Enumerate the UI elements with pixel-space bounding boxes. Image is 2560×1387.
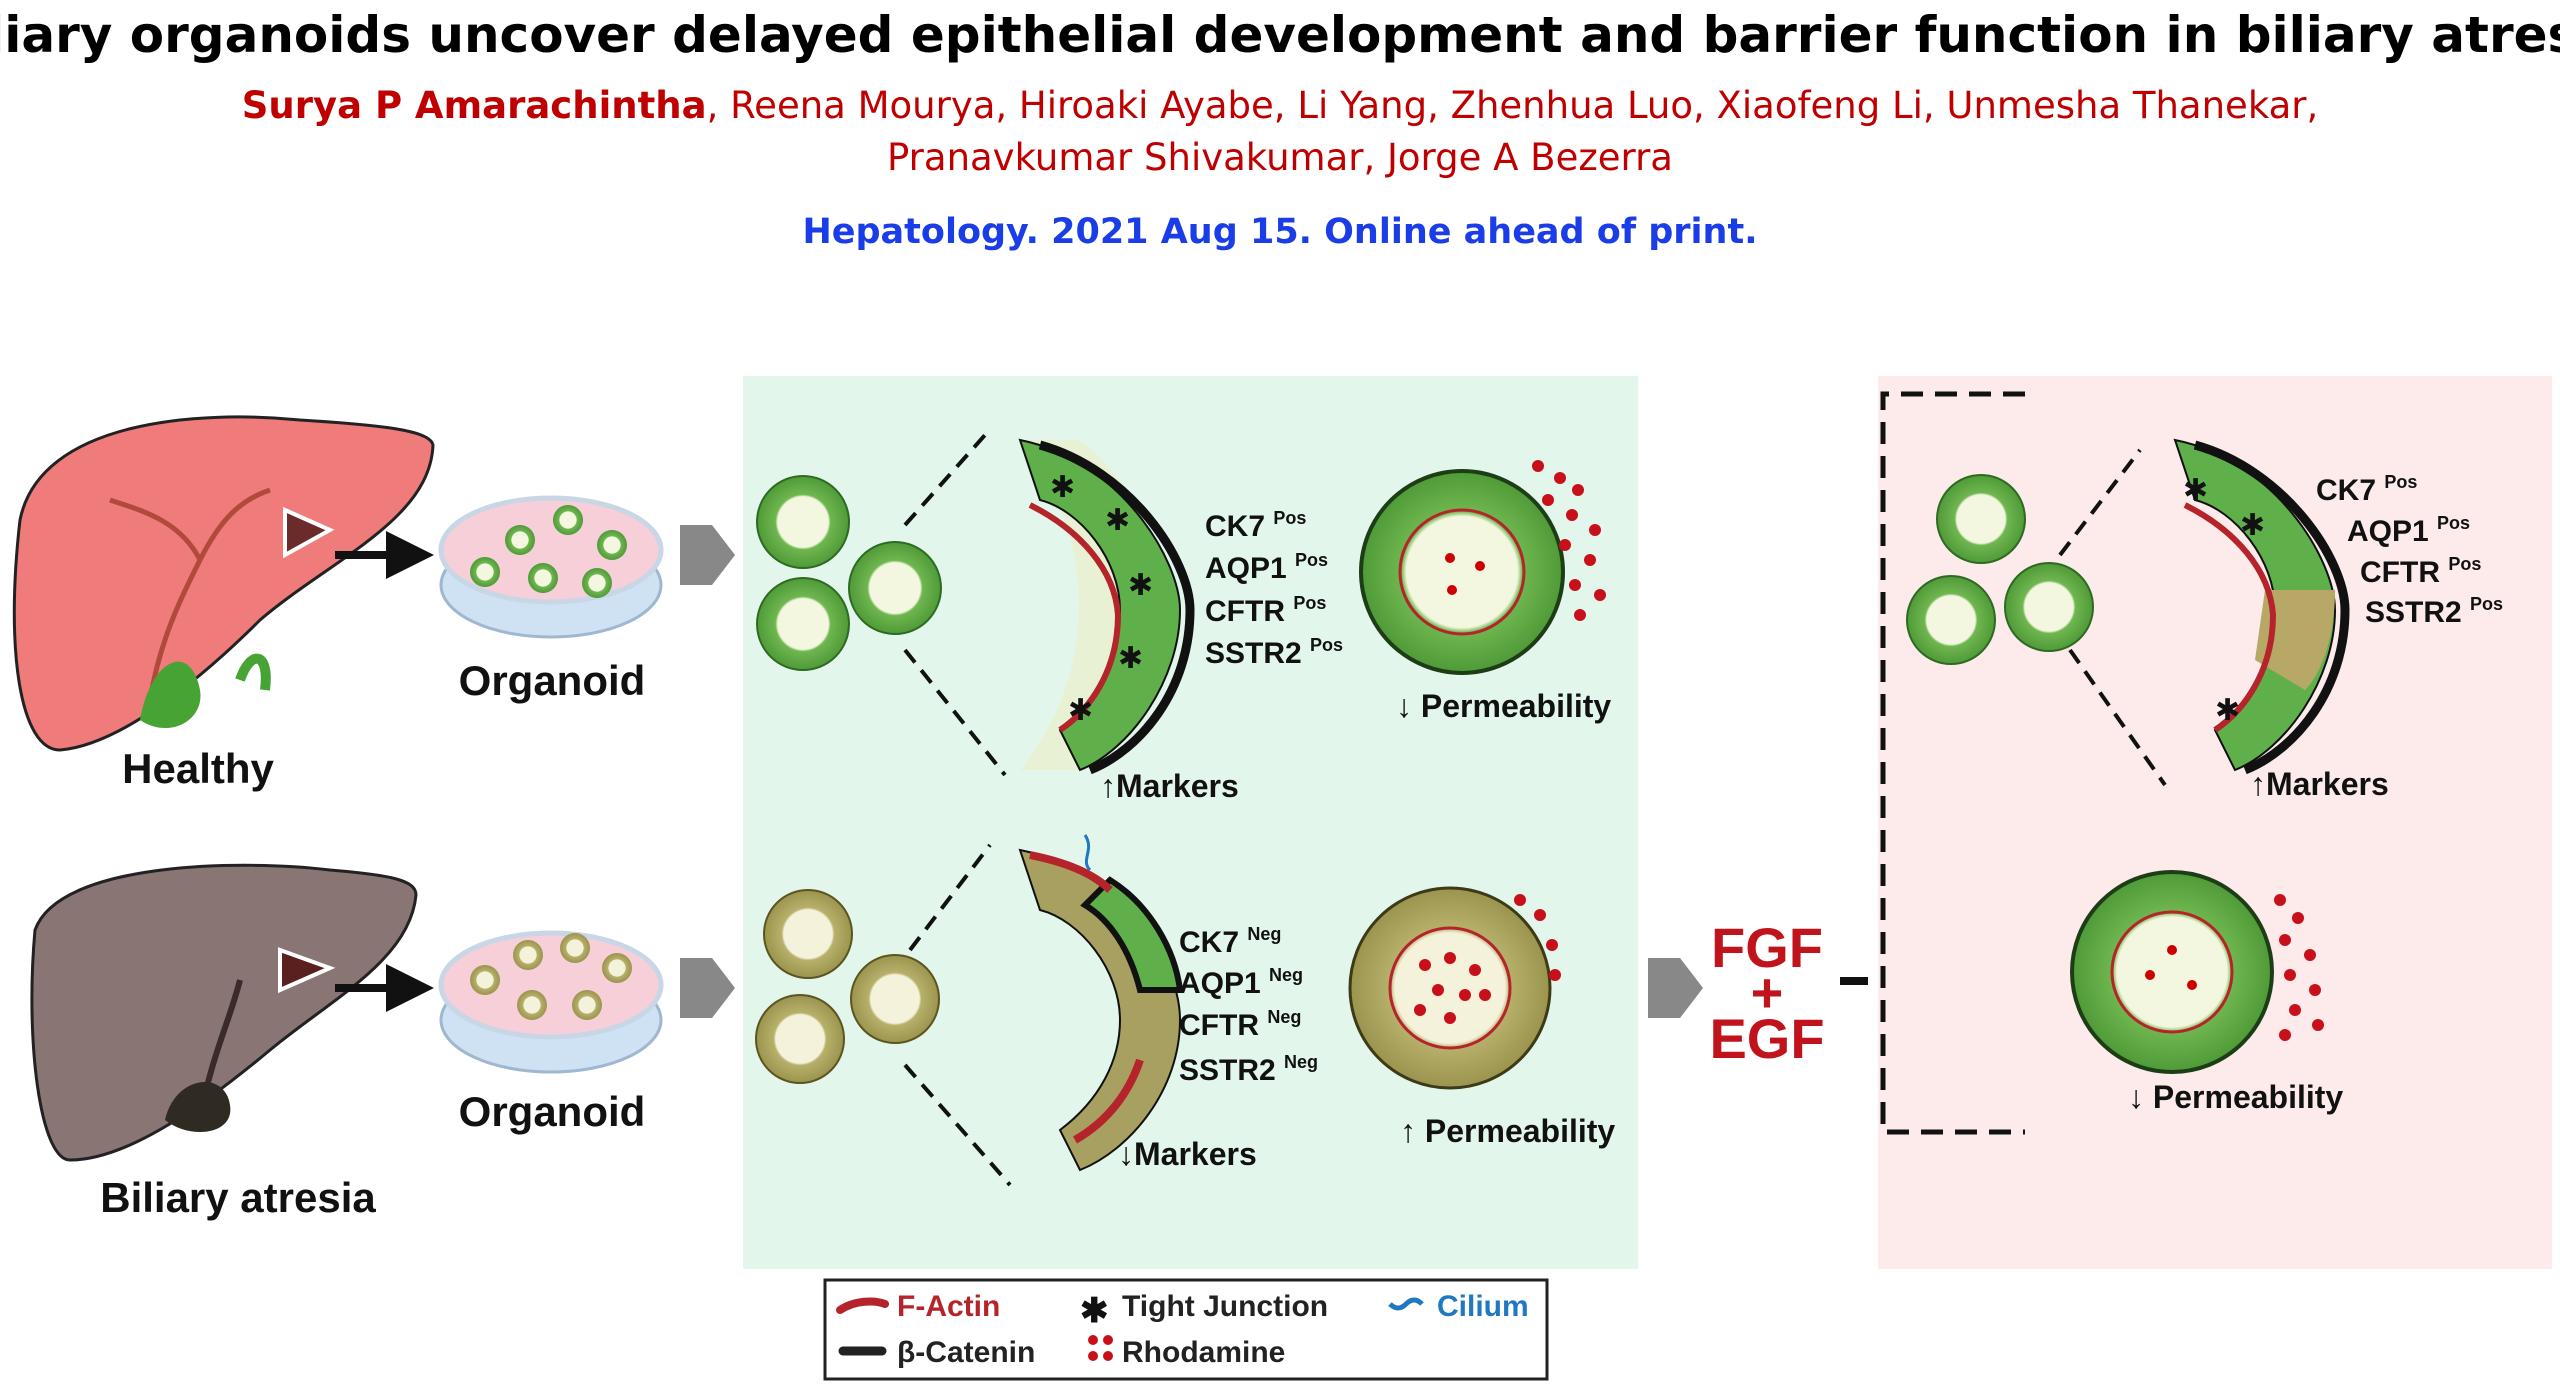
marker-item: CK7 Pos xyxy=(2316,472,2417,507)
zoom-guide-line xyxy=(2058,448,2142,557)
f-actin-swatch xyxy=(836,1297,889,1314)
treatment-plus: + xyxy=(1751,961,1784,1024)
atresia-organoid-dish xyxy=(438,930,664,1074)
healthy-round-organoid xyxy=(1359,460,1606,675)
cilium-swatch xyxy=(1388,1297,1424,1311)
zoom-guide-line xyxy=(908,843,992,952)
treated-round-organoid xyxy=(2070,870,2324,1074)
marker-item: CFTR Pos xyxy=(2360,554,2481,589)
marker-item: AQP1 Pos xyxy=(2347,513,2470,548)
authors-line-1: Surya P Amarachintha, Reena Mourya, Hiro… xyxy=(242,84,2319,127)
marker-item: AQP1 Pos xyxy=(1205,550,1328,585)
treatment-fgf: FGF xyxy=(1711,916,1823,979)
zoom-guide-line xyxy=(2068,648,2167,787)
legend-rhodamine: Rhodamine xyxy=(1122,1336,1285,1369)
permeability-up-label: ↑ Permeability xyxy=(1400,1113,1615,1149)
atresia-organoid-cluster xyxy=(755,889,940,1084)
treated-organoid-cluster xyxy=(1906,474,2094,665)
healthy-epithelium-zoom: ✱ ✱ ✱ ✱ ✱ xyxy=(1018,438,1195,775)
down-arrow-icon: ↓ xyxy=(1396,688,1412,724)
paper-title: Biliary organoids uncover delayed epithe… xyxy=(0,6,2560,64)
up-arrow-icon: ↑ xyxy=(1100,768,1116,804)
markers-down-label: ↓Markers xyxy=(1118,1136,1257,1172)
down-arrow-icon: ↓ xyxy=(1118,1136,1134,1172)
healthy-organoid-dish xyxy=(438,495,664,639)
zoom-guide-line xyxy=(903,433,987,527)
legend-cilium: Cilium xyxy=(1437,1290,1529,1323)
fgf-egf-treatment: FGF + EGF xyxy=(1709,916,1824,1070)
marker-item: SSTR2 Neg xyxy=(1179,1052,1318,1087)
marker-item: CK7 Neg xyxy=(1179,924,1281,959)
rhodamine-swatch xyxy=(1088,1335,1113,1361)
svg-text:✱: ✱ xyxy=(2183,474,2208,507)
healthy-organoid-label: Organoid xyxy=(459,657,646,704)
markers-up-label: ↑Markers xyxy=(1100,768,1239,804)
treated-marker-list: CK7 Pos AQP1 Pos CFTR Pos SSTR2 Pos xyxy=(2316,472,2503,629)
atresia-organoid-label: Organoid xyxy=(459,1088,646,1135)
permeability-down-label: ↓ Permeability xyxy=(2128,1079,2343,1115)
healthy-organoid-cluster xyxy=(756,475,942,671)
healthy-label: Healthy xyxy=(122,745,274,792)
down-arrow-icon: ↓ xyxy=(2128,1079,2144,1115)
treatment-egf: EGF xyxy=(1709,1007,1824,1070)
co-authors: , Reena Mourya, Hiroaki Ayabe, Li Yang, … xyxy=(707,84,2319,127)
legend-tight-junction: Tight Junction xyxy=(1122,1290,1328,1323)
svg-text:✱: ✱ xyxy=(1050,471,1075,504)
atresia-marker-list: CK7 Neg AQP1 Neg CFTR Neg SSTR2 Neg xyxy=(1179,924,1318,1087)
tight-junction-icon: ✱ xyxy=(1080,1292,1109,1330)
arrow-icon xyxy=(680,958,735,1018)
marker-item: AQP1 Neg xyxy=(1179,965,1303,1000)
svg-text:✱: ✱ xyxy=(1128,569,1153,602)
svg-text:✱: ✱ xyxy=(2215,694,2240,727)
marker-item: SSTR2 Pos xyxy=(2365,594,2503,629)
authors-line-2: Pranavkumar Shivakumar, Jorge A Bezerra xyxy=(887,136,1673,179)
svg-text:✱: ✱ xyxy=(1068,694,1093,727)
first-author: Surya P Amarachintha xyxy=(242,84,707,127)
biliary-atresia-label: Biliary atresia xyxy=(100,1174,376,1221)
arrow-icon xyxy=(1648,958,1703,1018)
marker-item: CFTR Neg xyxy=(1179,1007,1301,1042)
marker-item: CK7 Pos xyxy=(1205,508,1306,543)
marker-item: SSTR2 Pos xyxy=(1205,635,1343,670)
atresia-liver-illustration xyxy=(30,863,418,1162)
svg-text:✱: ✱ xyxy=(1118,642,1143,675)
zoom-guide-line xyxy=(903,1063,1012,1187)
legend-beta-catenin: β-Catenin xyxy=(897,1336,1035,1369)
markers-up-label: ↑Markers xyxy=(2250,766,2389,802)
dashed-bracket xyxy=(1880,391,2025,1135)
svg-text:✱: ✱ xyxy=(1105,504,1130,537)
atresia-round-organoid xyxy=(1348,886,1561,1090)
journal-citation: Hepatology. 2021 Aug 15. Online ahead of… xyxy=(802,212,1757,252)
permeability-down-label: ↓ Permeability xyxy=(1396,688,1611,724)
healthy-marker-list: CK7 Pos AQP1 Pos CFTR Pos SSTR2 Pos xyxy=(1205,508,1343,670)
up-arrow-icon: ↑ xyxy=(1400,1113,1416,1149)
treated-epithelium-zoom: ✱ ✱ ✱ xyxy=(2173,438,2350,775)
legend-f-actin: F-Actin xyxy=(897,1290,1000,1323)
healthy-liver-illustration xyxy=(12,415,435,752)
atresia-epithelium-zoom xyxy=(1018,834,1184,1172)
legend: F-Actin ✱ Tight Junction Cilium β-Cateni… xyxy=(823,1278,1549,1381)
arrow-icon xyxy=(680,525,735,585)
zoom-guide-line xyxy=(903,648,1007,777)
up-arrow-icon: ↑ xyxy=(2250,766,2266,802)
svg-text:✱: ✱ xyxy=(2240,509,2265,542)
marker-item: CFTR Pos xyxy=(1205,593,1326,628)
